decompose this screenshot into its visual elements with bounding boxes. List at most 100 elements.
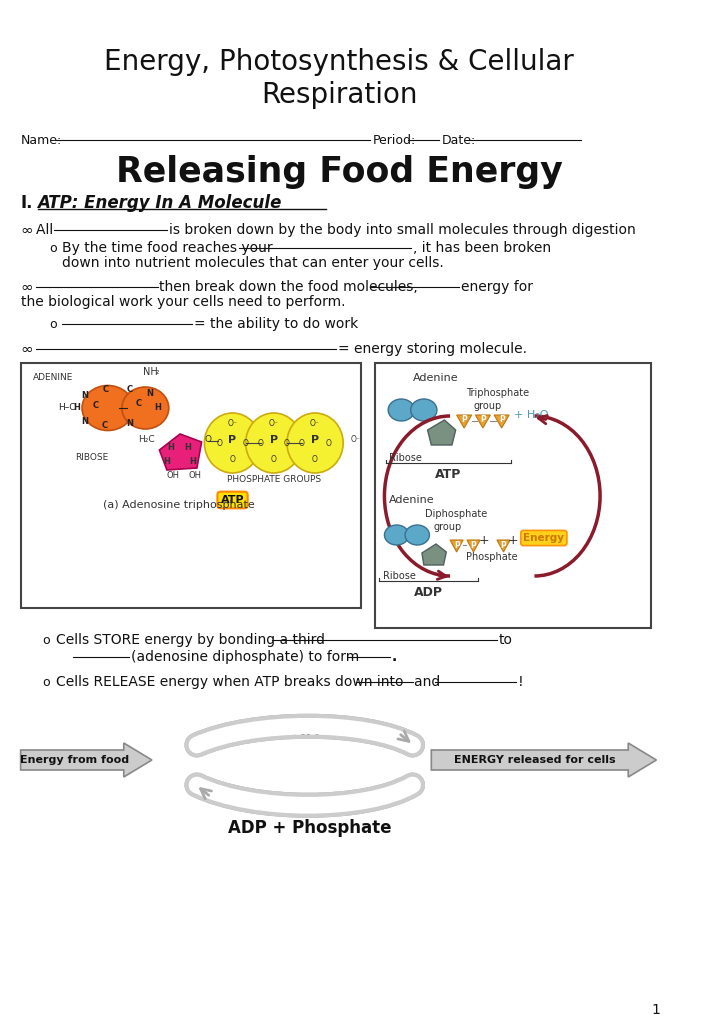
Text: H: H bbox=[167, 443, 174, 453]
Text: ENERGY released for cells: ENERGY released for cells bbox=[454, 755, 615, 765]
Text: Cells STORE energy by bonding a third: Cells STORE energy by bonding a third bbox=[56, 633, 329, 647]
Text: Date:: Date: bbox=[442, 133, 476, 146]
Text: Name:: Name: bbox=[20, 133, 62, 146]
Text: ∞: ∞ bbox=[20, 280, 33, 295]
Text: Adenine: Adenine bbox=[413, 373, 458, 383]
Text: C: C bbox=[93, 401, 98, 411]
Text: O: O bbox=[299, 438, 305, 447]
Text: H–C: H–C bbox=[58, 403, 75, 413]
Text: Releasing Food Energy: Releasing Food Energy bbox=[116, 155, 563, 189]
Text: the biological work your cells need to perform.: the biological work your cells need to p… bbox=[20, 295, 345, 309]
Text: H: H bbox=[164, 458, 170, 467]
Text: Period:: Period: bbox=[373, 133, 416, 146]
Text: then break down the food molecules,: then break down the food molecules, bbox=[159, 280, 418, 294]
Text: Triphosphate: Triphosphate bbox=[466, 388, 529, 398]
Ellipse shape bbox=[122, 387, 169, 429]
Polygon shape bbox=[450, 540, 463, 552]
Text: down into nutrient molecules that can enter your cells.: down into nutrient molecules that can en… bbox=[62, 256, 444, 270]
Text: C: C bbox=[135, 399, 142, 409]
Text: H: H bbox=[73, 403, 80, 413]
Text: O⁻: O⁻ bbox=[310, 420, 320, 428]
Text: P: P bbox=[471, 541, 476, 550]
Text: is broken down by the body into small molecules through digestion: is broken down by the body into small mo… bbox=[169, 223, 636, 237]
Text: Phosphate: Phosphate bbox=[466, 552, 518, 562]
Text: O⁻: O⁻ bbox=[350, 435, 361, 444]
Bar bbox=[375, 362, 651, 628]
Text: .: . bbox=[392, 650, 397, 664]
Text: Adenine: Adenine bbox=[389, 495, 434, 505]
Text: C: C bbox=[126, 385, 132, 394]
Text: ATP: ATP bbox=[292, 721, 327, 739]
Polygon shape bbox=[159, 434, 201, 470]
Text: By the time food reaches your: By the time food reaches your bbox=[62, 241, 272, 255]
Text: P: P bbox=[270, 435, 278, 445]
Text: Ribose: Ribose bbox=[382, 571, 416, 581]
Bar bbox=[20, 362, 361, 608]
Polygon shape bbox=[457, 415, 471, 428]
Text: Ribose: Ribose bbox=[389, 453, 422, 463]
Text: N: N bbox=[126, 420, 133, 428]
Text: (a) Adenosine triphosphate: (a) Adenosine triphosphate bbox=[103, 500, 255, 510]
Text: P: P bbox=[229, 435, 237, 445]
Text: ∞: ∞ bbox=[20, 341, 33, 356]
Text: ∞: ∞ bbox=[20, 222, 33, 238]
Ellipse shape bbox=[411, 399, 437, 421]
Text: OH: OH bbox=[188, 471, 201, 480]
Text: o: o bbox=[49, 317, 56, 331]
Text: N: N bbox=[81, 418, 88, 427]
Text: energy for: energy for bbox=[461, 280, 534, 294]
Text: P: P bbox=[480, 416, 486, 425]
Text: O: O bbox=[204, 435, 211, 444]
Text: ADENINE: ADENINE bbox=[33, 374, 73, 383]
Text: O: O bbox=[243, 438, 248, 447]
Circle shape bbox=[245, 413, 302, 473]
Text: P: P bbox=[499, 416, 505, 425]
Ellipse shape bbox=[384, 525, 409, 545]
Text: RIBOSE: RIBOSE bbox=[75, 454, 109, 463]
Text: Energy: Energy bbox=[523, 534, 564, 543]
Text: Cells RELEASE energy when ATP breaks down into: Cells RELEASE energy when ATP breaks dow… bbox=[56, 675, 408, 689]
Text: = energy storing molecule.: = energy storing molecule. bbox=[337, 342, 526, 356]
Polygon shape bbox=[497, 540, 510, 552]
Text: C: C bbox=[102, 422, 108, 430]
Text: + H₂O: + H₂O bbox=[514, 410, 548, 420]
Text: , it has been broken: , it has been broken bbox=[413, 241, 551, 255]
Circle shape bbox=[204, 413, 261, 473]
Polygon shape bbox=[494, 415, 509, 428]
Text: ATP: ATP bbox=[435, 468, 461, 480]
Text: ATP: ATP bbox=[221, 495, 244, 505]
Polygon shape bbox=[467, 540, 480, 552]
Text: C: C bbox=[103, 385, 109, 394]
Text: !: ! bbox=[518, 675, 523, 689]
Text: NH: NH bbox=[143, 367, 157, 377]
Ellipse shape bbox=[82, 385, 134, 430]
Text: o: o bbox=[42, 634, 50, 646]
Text: Energy, Photosynthesis & Cellular: Energy, Photosynthesis & Cellular bbox=[104, 48, 574, 76]
Polygon shape bbox=[428, 420, 455, 445]
Text: +: + bbox=[479, 534, 489, 547]
Text: ADP: ADP bbox=[414, 586, 443, 598]
Text: O: O bbox=[216, 438, 222, 447]
Text: O: O bbox=[312, 456, 318, 465]
Polygon shape bbox=[422, 544, 446, 565]
Polygon shape bbox=[432, 743, 657, 777]
Text: O⁻: O⁻ bbox=[269, 420, 279, 428]
Text: 1: 1 bbox=[652, 1002, 661, 1017]
Text: ATP: Energy In A Molecule: ATP: Energy In A Molecule bbox=[38, 194, 282, 212]
Text: H: H bbox=[189, 458, 195, 467]
Text: O: O bbox=[325, 438, 331, 447]
Polygon shape bbox=[476, 415, 490, 428]
Text: to: to bbox=[499, 633, 513, 647]
Text: N: N bbox=[81, 391, 88, 400]
Ellipse shape bbox=[405, 525, 429, 545]
Text: group: group bbox=[473, 401, 502, 411]
Text: Respiration: Respiration bbox=[261, 81, 418, 109]
Text: O: O bbox=[230, 456, 235, 465]
Text: O: O bbox=[271, 456, 277, 465]
Text: o: o bbox=[42, 676, 50, 688]
Text: OH: OH bbox=[167, 471, 180, 480]
Text: O: O bbox=[284, 438, 290, 447]
Text: group: group bbox=[433, 522, 461, 532]
Text: Diphosphate: Diphosphate bbox=[425, 509, 487, 519]
Circle shape bbox=[287, 413, 343, 473]
